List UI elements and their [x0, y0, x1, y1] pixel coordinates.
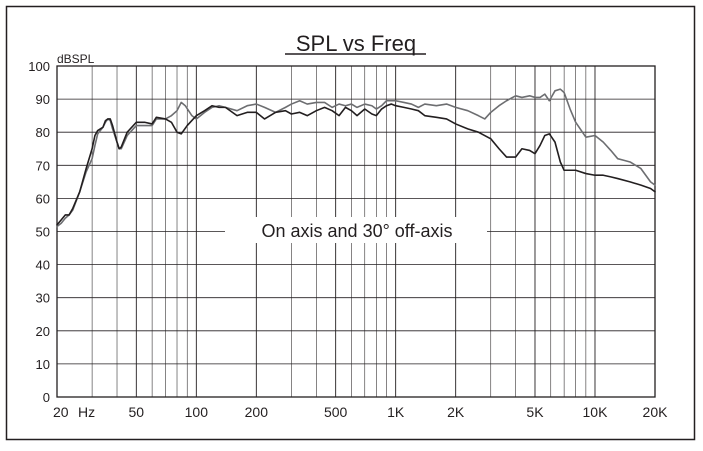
y-tick-label: 20 [36, 324, 50, 339]
y-tick-label: 40 [36, 258, 50, 273]
x-tick-label: 50 [129, 404, 145, 420]
y-axis-label: dBSPL [57, 52, 95, 66]
chart-annotation: On axis and 30° off-axis [262, 221, 453, 241]
x-tick-label: 5K [526, 404, 544, 420]
x-tick-labels: 20 50 100 200 500 1K 2K 5K 10K 20K [53, 404, 668, 420]
annotation-background [225, 217, 487, 243]
y-tick-label: 90 [36, 92, 50, 107]
series-layer [56, 88, 656, 228]
chart-title: SPL vs Freq [296, 31, 416, 56]
y-tick-label: 0 [43, 390, 50, 405]
x-tick-label: 500 [324, 404, 348, 420]
y-tick-labels: 0 10 20 30 40 50 60 70 80 90 100 [28, 59, 50, 405]
x-tick-label: 20 [53, 404, 69, 420]
x-tick-label: 20K [643, 404, 669, 420]
y-tick-label: 30 [36, 291, 50, 306]
y-tick-label: 80 [36, 125, 50, 140]
x-unit-label: Hz [78, 404, 95, 420]
x-tick-label: 100 [185, 404, 209, 420]
y-tick-label: 70 [36, 158, 50, 173]
x-tick-label: 10K [583, 404, 609, 420]
x-tick-label: 200 [245, 404, 269, 420]
plot-area-border [56, 65, 656, 398]
y-tick-label: 50 [36, 225, 50, 240]
y-tick-label: 10 [36, 357, 50, 372]
series-line-0 [56, 103, 656, 226]
y-tick-label: 60 [36, 191, 50, 206]
x-tick-label: 2K [447, 404, 465, 420]
y-tick-label: 100 [28, 59, 50, 74]
x-tick-label: 1K [387, 404, 405, 420]
